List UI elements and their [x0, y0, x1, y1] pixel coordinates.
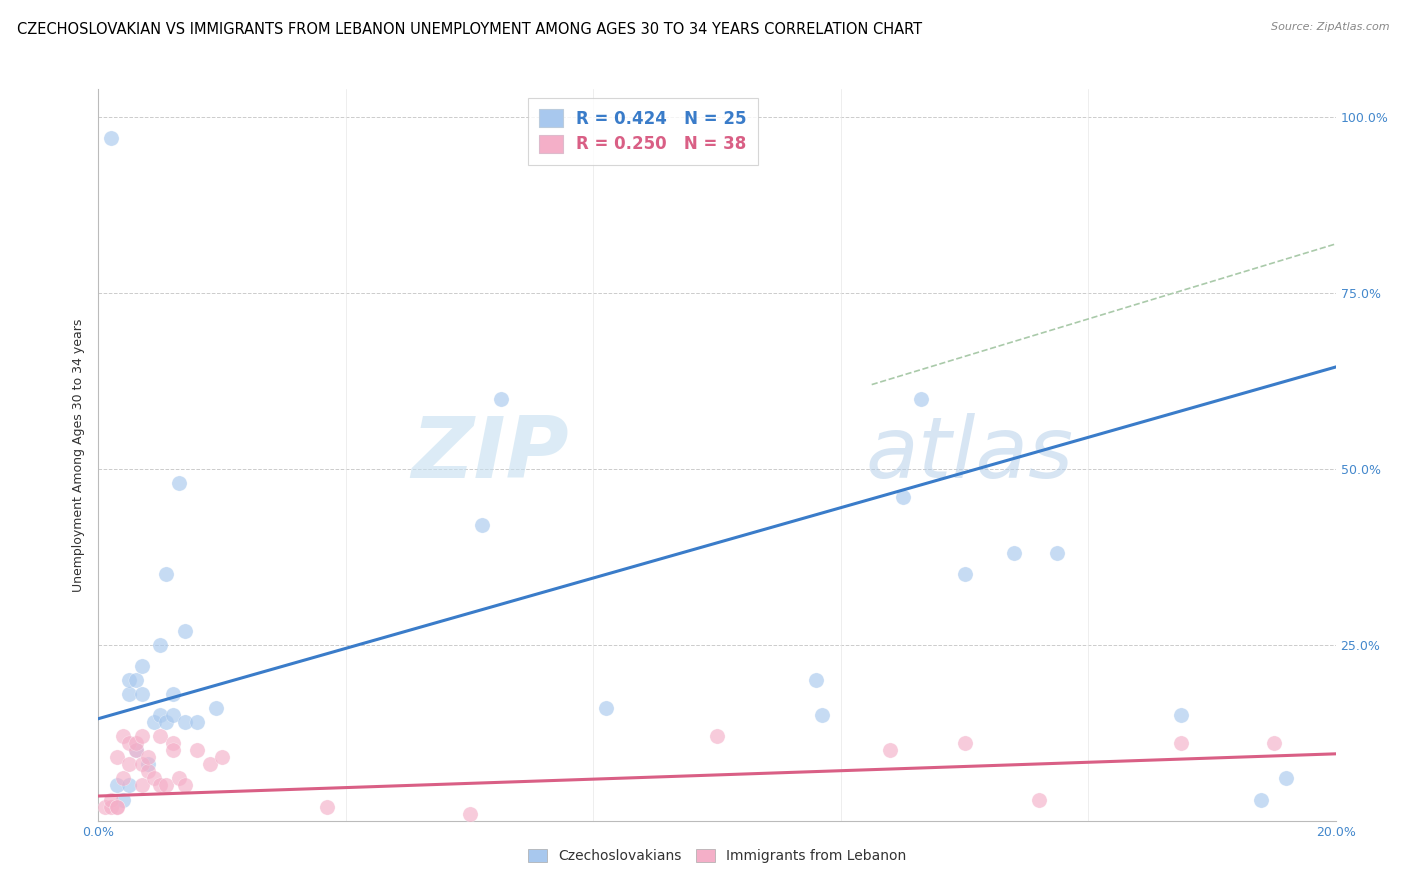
Point	[100, 131, 122, 145]
Point	[186, 715, 208, 730]
Point	[136, 757, 159, 772]
Point	[953, 736, 976, 750]
Point	[131, 779, 153, 793]
Point	[811, 708, 834, 723]
Point	[105, 750, 128, 764]
Point	[953, 567, 976, 582]
Point	[155, 779, 177, 793]
Point	[124, 743, 146, 757]
Point	[1046, 546, 1069, 560]
Point	[205, 701, 228, 715]
Point	[316, 799, 339, 814]
Point	[105, 799, 128, 814]
Point	[124, 743, 146, 757]
Point	[93, 799, 115, 814]
Point	[124, 673, 146, 687]
Y-axis label: Unemployment Among Ages 30 to 34 years: Unemployment Among Ages 30 to 34 years	[72, 318, 86, 591]
Point	[804, 673, 827, 687]
Point	[131, 659, 153, 673]
Point	[131, 729, 153, 743]
Point	[174, 624, 197, 638]
Point	[149, 708, 172, 723]
Point	[879, 743, 901, 757]
Point	[174, 779, 197, 793]
Point	[100, 799, 122, 814]
Point	[155, 715, 177, 730]
Point	[124, 736, 146, 750]
Point	[100, 792, 122, 806]
Point	[1275, 772, 1298, 786]
Point	[112, 729, 135, 743]
Point	[1170, 708, 1192, 723]
Point	[131, 757, 153, 772]
Point	[167, 772, 190, 786]
Point	[167, 476, 190, 491]
Point	[1002, 546, 1025, 560]
Point	[136, 750, 159, 764]
Point	[155, 567, 177, 582]
Point	[891, 490, 914, 504]
Point	[162, 736, 184, 750]
Point	[162, 687, 184, 701]
Point	[595, 701, 617, 715]
Point	[118, 736, 141, 750]
Point	[118, 687, 141, 701]
Text: CZECHOSLOVAKIAN VS IMMIGRANTS FROM LEBANON UNEMPLOYMENT AMONG AGES 30 TO 34 YEAR: CZECHOSLOVAKIAN VS IMMIGRANTS FROM LEBAN…	[17, 22, 922, 37]
Point	[1263, 736, 1285, 750]
Point	[186, 743, 208, 757]
Point	[105, 779, 128, 793]
Legend: Czechoslovakians, Immigrants from Lebanon: Czechoslovakians, Immigrants from Lebano…	[522, 843, 912, 869]
Point	[149, 729, 172, 743]
Point	[112, 792, 135, 806]
Text: ZIP: ZIP	[411, 413, 568, 497]
Point	[118, 757, 141, 772]
Point	[1250, 792, 1272, 806]
Point	[198, 757, 221, 772]
Point	[910, 392, 932, 406]
Point	[162, 708, 184, 723]
Point	[174, 715, 197, 730]
Point	[471, 518, 494, 533]
Text: Source: ZipAtlas.com: Source: ZipAtlas.com	[1271, 22, 1389, 32]
Point	[162, 743, 184, 757]
Point	[118, 673, 141, 687]
Text: atlas: atlas	[866, 413, 1074, 497]
Point	[112, 772, 135, 786]
Point	[143, 715, 166, 730]
Point	[118, 779, 141, 793]
Point	[211, 750, 233, 764]
Point	[105, 799, 128, 814]
Point	[143, 772, 166, 786]
Point	[149, 638, 172, 652]
Point	[149, 779, 172, 793]
Point	[136, 764, 159, 779]
Point	[131, 687, 153, 701]
Point	[1028, 792, 1050, 806]
Point	[458, 806, 481, 821]
Point	[1170, 736, 1192, 750]
Point	[489, 392, 512, 406]
Point	[706, 729, 728, 743]
